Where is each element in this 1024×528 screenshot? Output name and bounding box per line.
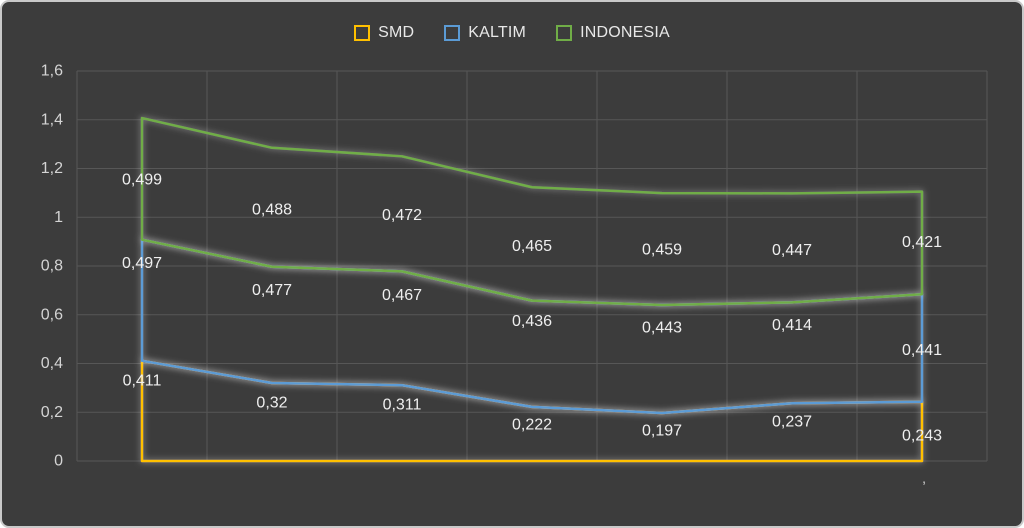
y-axis-tick-label: 1,4: [41, 111, 63, 128]
data-label-kaltim-3[interactable]: 0,436: [512, 313, 552, 330]
data-label-kaltim-5[interactable]: 0,414: [772, 317, 812, 334]
data-label-indonesia-2[interactable]: 0,472: [382, 207, 422, 224]
data-label-kaltim-1[interactable]: 0,477: [252, 282, 292, 299]
legend-swatch-smd: [354, 25, 371, 41]
data-label-indonesia-1[interactable]: 0,488: [252, 201, 292, 218]
legend-item-smd[interactable]: SMD: [354, 24, 414, 42]
legend-swatch-indonesia: [556, 25, 573, 41]
data-label-smd-5[interactable]: 0,237: [772, 414, 812, 431]
data-label-kaltim-0[interactable]: 0,497: [122, 255, 162, 272]
y-axis-tick-label: 1: [54, 209, 63, 226]
data-label-smd-3[interactable]: 0,222: [512, 416, 552, 433]
y-axis-tick-label: 0,6: [41, 306, 63, 323]
y-axis-tick-label: 0,2: [41, 404, 63, 421]
x-axis-tick-label: ’: [922, 479, 925, 496]
legend-item-kaltim[interactable]: KALTIM: [444, 24, 526, 42]
y-axis-tick-label: 0,8: [41, 258, 63, 275]
y-axis-tick-label: 1,2: [41, 160, 63, 177]
series-outline-indonesia[interactable]: [140, 116, 924, 307]
legend-label-kaltim: KALTIM: [468, 24, 527, 41]
data-label-indonesia-3[interactable]: 0,465: [512, 238, 552, 255]
data-label-indonesia-0[interactable]: 0,499: [122, 172, 162, 189]
legend-label-indonesia: INDONESIA: [580, 24, 670, 41]
data-label-indonesia-5[interactable]: 0,447: [772, 242, 812, 259]
data-label-smd-2[interactable]: 0,311: [383, 397, 422, 414]
data-label-smd-4[interactable]: 0,197: [642, 422, 682, 439]
data-label-smd-0[interactable]: 0,411: [123, 372, 162, 389]
legend-label-smd: SMD: [378, 24, 415, 41]
data-label-kaltim-2[interactable]: 0,467: [382, 287, 422, 304]
y-axis-tick-label: 0: [54, 453, 63, 470]
data-label-kaltim-4[interactable]: 0,443: [642, 320, 682, 337]
legend-swatch-kaltim: [444, 25, 461, 41]
legend-item-indonesia[interactable]: INDONESIA: [556, 24, 670, 42]
data-label-smd-1[interactable]: 0,32: [256, 395, 287, 412]
data-label-indonesia-4[interactable]: 0,459: [642, 242, 682, 259]
y-axis-tick-label: 1,6: [41, 63, 63, 80]
data-label-smd-6[interactable]: 0,243: [902, 427, 942, 444]
data-label-kaltim-6[interactable]: 0,441: [902, 342, 942, 359]
chart-legend: SMD KALTIM INDONESIA: [2, 24, 1022, 42]
data-label-indonesia-6[interactable]: 0,421: [902, 234, 942, 251]
y-axis-tick-label: 0,4: [41, 355, 63, 372]
